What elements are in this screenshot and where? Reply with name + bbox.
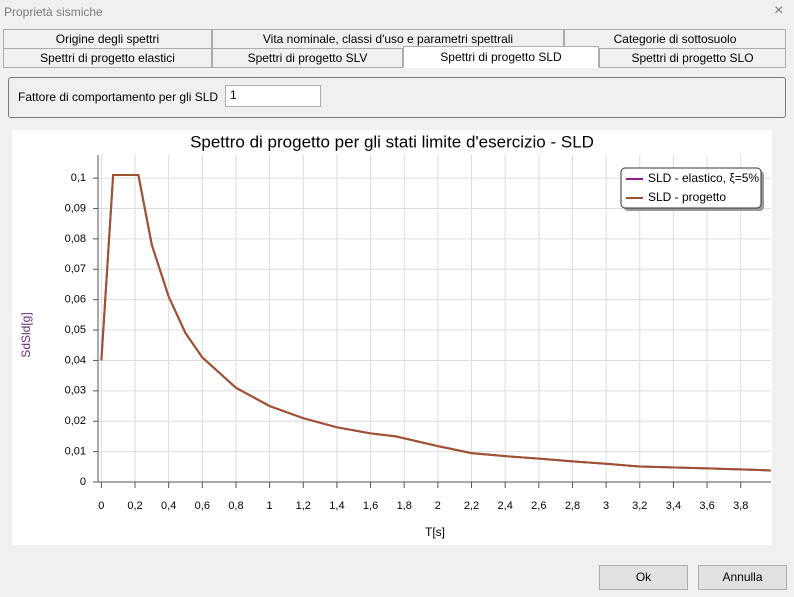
x-tick-label: 0,6 (195, 500, 210, 512)
x-tick-label: 1 (267, 500, 273, 512)
legend (620, 167, 762, 209)
close-button[interactable]: × (774, 2, 784, 19)
x-tick-label: 1,4 (329, 500, 344, 512)
window-title: Proprietà sismiche (4, 5, 103, 19)
x-tick-label: 2 (435, 500, 441, 512)
x-tick-label: 1,8 (397, 500, 412, 512)
x-tick-label: 0,2 (127, 500, 142, 512)
legend-label: SLD - progetto (648, 190, 726, 204)
tab[interactable]: Categorie di sottosuolo (564, 29, 786, 49)
x-tick-label: 3,8 (733, 500, 748, 512)
x-tick-label: 3,6 (699, 500, 714, 512)
y-tick-label: 0,07 (65, 263, 86, 275)
y-tick-label: 0,06 (65, 294, 86, 306)
tab[interactable]: Spettri di progetto elastici (3, 48, 212, 68)
tab-selected[interactable]: Spettri di progetto SLD (403, 46, 599, 68)
x-tick-label: 1,2 (296, 500, 311, 512)
x-tick-label: 3,2 (632, 500, 647, 512)
tab[interactable]: Spettri di progetto SLV (212, 48, 403, 68)
chart-title: Spettro di progetto per gli stati limite… (190, 132, 594, 151)
series-line (100, 174, 772, 472)
y-tick-label: 0,09 (65, 202, 86, 214)
field-label: Fattore di comportamento per gli SLD (18, 90, 219, 104)
cancel-button[interactable]: Annulla (698, 565, 787, 590)
text-input[interactable]: 1 (225, 85, 321, 107)
x-tick-label: 2,2 (464, 500, 479, 512)
x-tick-label: 1,6 (363, 500, 378, 512)
x-tick-label: 0,8 (228, 500, 243, 512)
x-tick-label: 2,8 (565, 500, 580, 512)
tab[interactable]: Origine degli spettri (3, 29, 212, 49)
x-tick-label: 3,4 (666, 500, 681, 512)
group-box (8, 77, 786, 118)
y-tick-label: 0,03 (65, 385, 86, 397)
y-axis-label: SdSld[g] (19, 312, 33, 357)
x-tick-label: 3 (603, 500, 609, 512)
x-tick-label: 0,4 (161, 500, 176, 512)
x-tick-label: 2,4 (498, 500, 513, 512)
y-tick-label: 0,02 (65, 415, 86, 427)
x-tick-label: 0 (98, 500, 104, 512)
ok-button[interactable]: Ok (599, 565, 688, 590)
y-tick-label: 0,01 (65, 446, 86, 458)
tab[interactable]: Spettri di progetto SLO (599, 48, 786, 68)
y-tick-label: 0 (80, 476, 86, 488)
x-tick-label: 2,6 (531, 500, 546, 512)
y-tick-label: 0,08 (65, 233, 86, 245)
chart: Spettro di progetto per gli stati limite… (12, 130, 772, 545)
y-tick-label: 0,04 (65, 354, 86, 366)
legend-label: SLD - elastico, ξ=5% (648, 171, 759, 185)
y-tick-label: 0,05 (65, 324, 86, 336)
y-tick-label: 0,1 (71, 172, 86, 184)
x-axis-label: T[s] (425, 525, 445, 539)
